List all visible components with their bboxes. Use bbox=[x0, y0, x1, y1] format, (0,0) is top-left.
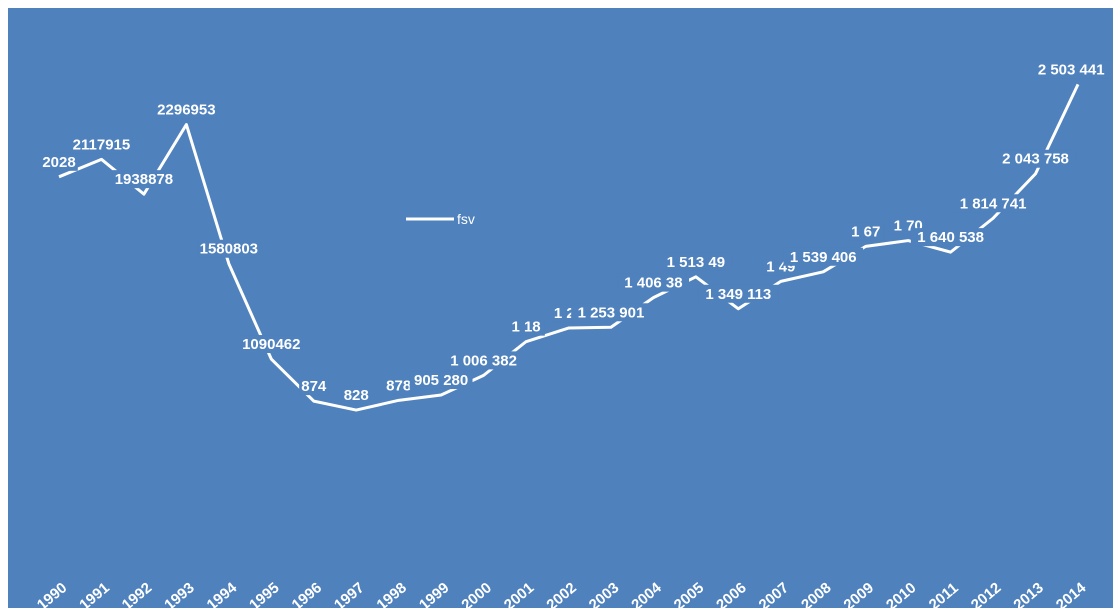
x-tick-label: 2000 bbox=[458, 579, 494, 608]
data-label: 1 349 113 bbox=[705, 286, 771, 303]
data-label: 1 006 382 bbox=[450, 352, 517, 369]
data-label: 1580803 bbox=[200, 241, 258, 258]
data-label-bg bbox=[443, 351, 524, 370]
legend-label-fsv: fsv bbox=[457, 211, 475, 227]
x-tick-label: 2007 bbox=[756, 579, 792, 608]
series-line-fsv bbox=[58, 83, 1080, 412]
data-label-bg bbox=[299, 377, 329, 396]
x-tick-label: 2001 bbox=[501, 579, 537, 608]
data-label-bg bbox=[953, 194, 1033, 213]
x-tick-label: 2004 bbox=[628, 579, 665, 608]
x-axis-tick-labels: 1990 1991 1992 1993 1994 1995 1996 1997 1998 1999… bbox=[34, 579, 1090, 608]
data-label: 1 253 901 bbox=[578, 304, 645, 321]
data-label: 878 bbox=[386, 377, 411, 394]
data-label-bg bbox=[617, 273, 690, 292]
data-label-bg bbox=[846, 222, 885, 241]
data-label-bg bbox=[783, 247, 864, 266]
data-label-bg bbox=[571, 303, 651, 322]
x-tick-label: 2002 bbox=[543, 579, 579, 608]
data-label: 874 bbox=[301, 378, 327, 395]
data-label-bg bbox=[112, 170, 176, 189]
x-tick-label: 2011 bbox=[926, 580, 962, 608]
data-label: 1 814 741 bbox=[960, 195, 1027, 212]
x-tick-label: 2009 bbox=[841, 579, 877, 608]
x-tick-label: 2012 bbox=[968, 579, 1004, 608]
data-label: 2296953 bbox=[157, 102, 215, 119]
data-label: 1 539 406 bbox=[790, 249, 857, 266]
data-label: 1 18 bbox=[511, 319, 540, 336]
x-tick-label: 2003 bbox=[586, 579, 622, 608]
x-tick-label: 1994 bbox=[204, 579, 241, 608]
data-label-bg bbox=[995, 149, 1076, 168]
data-label-bg bbox=[40, 152, 78, 171]
data-label-bg bbox=[70, 135, 133, 154]
data-label: 828 bbox=[344, 387, 369, 404]
data-label: 1 406 38 bbox=[624, 275, 682, 292]
series-line bbox=[58, 83, 1080, 412]
x-tick-label: 2010 bbox=[883, 579, 919, 608]
x-tick-label: 1995 bbox=[246, 579, 282, 608]
data-label-bg bbox=[409, 371, 473, 390]
data-label: 1 513 49 bbox=[667, 254, 725, 271]
x-tick-label: 2005 bbox=[671, 579, 707, 608]
data-label-bg bbox=[384, 376, 414, 395]
data-label-bg bbox=[239, 335, 303, 354]
data-label-bg bbox=[910, 228, 991, 247]
data-label: 1090462 bbox=[242, 336, 300, 353]
data-label: 2 503 441 bbox=[1038, 61, 1105, 78]
data-label-bg bbox=[698, 284, 779, 303]
data-label: 1 67 bbox=[851, 223, 880, 240]
drop-lines bbox=[58, 84, 1079, 548]
data-label: 1938878 bbox=[115, 171, 173, 188]
data-label-bg bbox=[154, 100, 218, 119]
data-label: 2 043 758 bbox=[1002, 151, 1069, 168]
data-label-bg bbox=[507, 317, 545, 336]
x-tick-label: 2006 bbox=[713, 579, 749, 608]
x-tick-label: 2013 bbox=[1010, 579, 1046, 608]
data-label-bg bbox=[660, 252, 732, 271]
x-tick-label: 1997 bbox=[331, 579, 367, 608]
data-label: 2117915 bbox=[73, 136, 131, 153]
data-label: 905 280 bbox=[414, 372, 468, 389]
data-label-bg bbox=[197, 239, 261, 258]
data-label: 1 640 538 bbox=[917, 229, 984, 246]
x-tick-label: 1996 bbox=[289, 579, 325, 608]
data-label: 2028 bbox=[42, 154, 75, 171]
x-tick-label: 1992 bbox=[119, 579, 155, 608]
data-label-bg bbox=[1031, 60, 1111, 79]
x-tick-label: 1990 bbox=[34, 579, 70, 608]
data-label-bg bbox=[341, 386, 371, 405]
x-tick-label: 1999 bbox=[416, 579, 452, 608]
legend: fsv bbox=[406, 211, 475, 227]
x-tick-label: 2008 bbox=[798, 579, 834, 608]
chart-area: 2028 2117915 1938878 2296953 1580803 1090462 8… bbox=[8, 8, 1113, 608]
x-tick-label: 1993 bbox=[161, 579, 197, 608]
x-tick-label: 1991 bbox=[76, 579, 112, 608]
x-tick-label: 2014 bbox=[1053, 579, 1090, 608]
x-tick-label: 1998 bbox=[374, 579, 410, 608]
